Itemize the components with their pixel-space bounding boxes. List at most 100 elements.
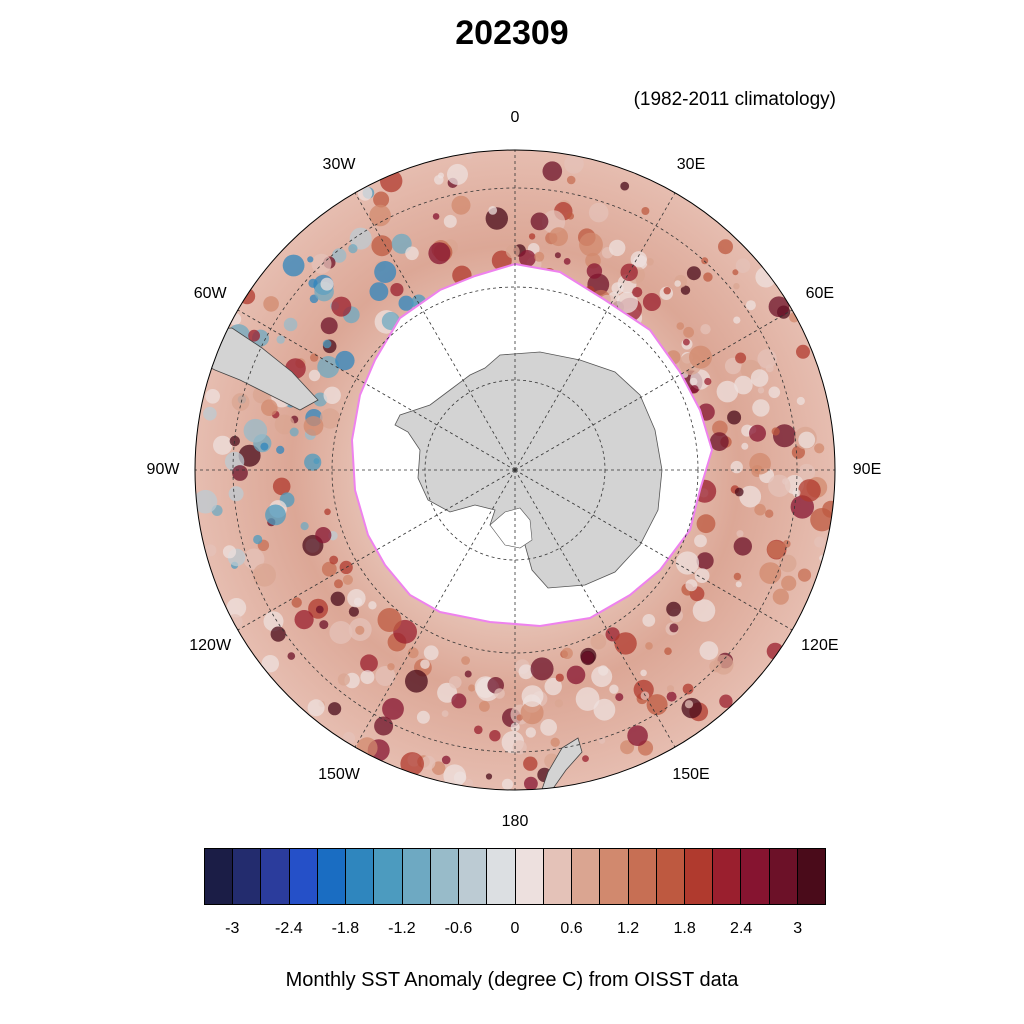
longitude-label: 60E xyxy=(805,285,835,302)
anomaly-patch xyxy=(524,776,538,790)
anomaly-patch xyxy=(239,288,256,305)
anomaly-patch xyxy=(304,453,322,471)
anomaly-patch xyxy=(289,427,299,437)
anomaly-patch xyxy=(778,554,797,573)
anomaly-patch xyxy=(360,654,378,673)
anomaly-patch xyxy=(772,588,789,605)
anomaly-patch xyxy=(287,652,296,660)
anomaly-patch xyxy=(420,659,430,669)
anomaly-patch xyxy=(335,350,355,371)
anomaly-patch xyxy=(544,677,562,696)
colorbar-swatch xyxy=(205,849,234,904)
anomaly-patch xyxy=(713,654,734,675)
anomaly-patch xyxy=(609,684,619,694)
anomaly-patch xyxy=(431,761,446,775)
anomaly-patch xyxy=(666,691,677,702)
longitude-label: 90W xyxy=(146,461,180,478)
meridian-line xyxy=(514,469,793,631)
anomaly-patch xyxy=(689,345,712,369)
anomaly-patch xyxy=(447,163,468,185)
anomaly-patch xyxy=(231,393,250,411)
meridian-line xyxy=(514,192,676,471)
anomaly-patch xyxy=(523,756,538,771)
anomaly-patch xyxy=(735,352,747,364)
anomaly-patch xyxy=(369,282,389,301)
anomaly-patch xyxy=(308,278,318,288)
anomaly-patch xyxy=(757,387,765,394)
anomaly-patch xyxy=(692,599,716,622)
anomaly-patch xyxy=(684,700,694,709)
anomaly-patch xyxy=(615,693,624,702)
anomaly-patch xyxy=(798,463,816,481)
ross-ice-shelf xyxy=(489,507,533,549)
anomaly-patch xyxy=(243,548,265,570)
anomaly-patch xyxy=(272,477,291,496)
new-zealand-landmass xyxy=(539,737,583,790)
anomaly-patch xyxy=(680,285,691,295)
anomaly-patch xyxy=(620,181,630,191)
anomaly-patch xyxy=(213,435,233,455)
anomaly-patch xyxy=(421,755,436,770)
anomaly-patch xyxy=(291,597,302,608)
anomaly-patch xyxy=(727,410,742,425)
anomaly-patch xyxy=(451,693,467,709)
anomaly-patch xyxy=(646,694,668,716)
anomaly-patch xyxy=(716,380,739,403)
anomaly-patch xyxy=(380,169,403,193)
anomaly-patch xyxy=(664,647,672,655)
anomaly-patch xyxy=(530,657,554,681)
colorbar-swatch xyxy=(656,849,685,904)
anomaly-patch xyxy=(582,755,589,762)
anomaly-patch xyxy=(283,317,298,332)
anomaly-patch xyxy=(735,581,742,588)
anomaly-patches xyxy=(195,151,835,790)
anomaly-patch xyxy=(464,670,472,678)
anomaly-patch xyxy=(337,673,350,686)
anomaly-patch xyxy=(263,611,284,632)
anomaly-patch xyxy=(646,258,654,266)
colorbar-swatch xyxy=(317,849,347,904)
anomaly-patch xyxy=(315,605,324,614)
anomaly-patch xyxy=(400,752,425,776)
colorbar-tick-label: -1.2 xyxy=(388,920,416,937)
meridian-line xyxy=(354,469,516,748)
anomaly-patch xyxy=(428,242,451,265)
colorbar-swatch xyxy=(487,849,516,904)
anomaly-patch xyxy=(332,248,347,263)
anomaly-patch xyxy=(232,465,248,481)
meridian-line xyxy=(237,469,516,631)
climatology-subtitle: (1982-2011 climatology) xyxy=(633,89,836,110)
anomaly-patch xyxy=(686,266,701,281)
anomaly-patch xyxy=(355,625,365,635)
anomaly-patch xyxy=(320,277,334,291)
meridian-line xyxy=(354,192,516,471)
anomaly-patch xyxy=(593,698,616,721)
anomaly-patch xyxy=(330,591,345,606)
anomaly-patch xyxy=(699,641,719,660)
anomaly-patch xyxy=(265,504,286,526)
anomaly-patch xyxy=(356,737,378,759)
anomaly-patch xyxy=(690,385,699,394)
colorbar-swatch xyxy=(713,849,742,904)
anomaly-patch xyxy=(320,317,338,335)
longitude-label: 90E xyxy=(852,461,882,478)
anomaly-patch xyxy=(733,316,741,324)
colorbar-tick-label: -2.4 xyxy=(275,920,303,937)
anomaly-patch xyxy=(525,727,536,738)
colorbar-swatch xyxy=(346,849,375,904)
anomaly-patch xyxy=(434,175,444,185)
anomaly-patch xyxy=(405,669,428,693)
anomaly-patch xyxy=(814,443,825,454)
anomaly-patch xyxy=(461,656,470,665)
anomaly-patch xyxy=(349,227,372,250)
longitude-label: 180 xyxy=(501,813,529,830)
anomaly-patch xyxy=(319,620,329,630)
longitude-label: 60W xyxy=(193,285,227,302)
anomaly-patch xyxy=(261,399,278,417)
anomaly-patch xyxy=(520,701,544,725)
anomaly-patch xyxy=(696,552,714,570)
anomaly-patch xyxy=(528,233,536,240)
anomaly-patch xyxy=(243,418,268,443)
anomaly-patch xyxy=(733,572,742,581)
anomaly-patch xyxy=(566,175,576,185)
